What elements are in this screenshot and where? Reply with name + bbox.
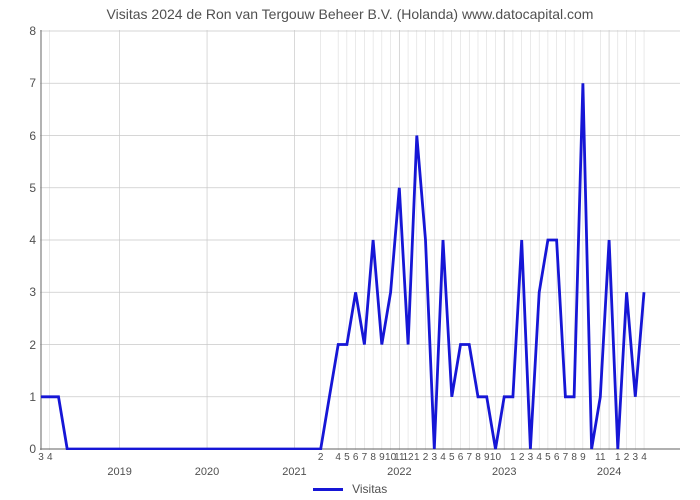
xtick-label: 12 <box>403 452 414 463</box>
ytick-label: 8 <box>16 24 36 38</box>
year-label: 2019 <box>107 466 131 478</box>
ytick-label: 0 <box>16 442 36 456</box>
plot-area <box>40 30 680 450</box>
year-label: 2024 <box>597 466 621 478</box>
year-label: 2023 <box>492 466 516 478</box>
ytick-label: 4 <box>16 233 36 247</box>
xtick-label: 7 <box>563 452 569 463</box>
xtick-label: 9 <box>484 452 490 463</box>
xtick-label: 5 <box>449 452 455 463</box>
year-label: 2022 <box>387 466 411 478</box>
ytick-label: 5 <box>16 181 36 195</box>
xtick-label: 4 <box>47 452 53 463</box>
xtick-label: 8 <box>475 452 481 463</box>
xtick-label: 4 <box>641 452 647 463</box>
chart-title: Visitas 2024 de Ron van Tergouw Beheer B… <box>0 6 700 22</box>
xtick-label: 6 <box>554 452 560 463</box>
xtick-label: 9 <box>379 452 385 463</box>
xtick-label: 3 <box>528 452 534 463</box>
xtick-label: 4 <box>335 452 341 463</box>
xtick-label: 6 <box>458 452 464 463</box>
legend-label: Visitas <box>352 482 387 496</box>
xtick-label: 1 <box>615 452 621 463</box>
xtick-label: 2 <box>318 452 324 463</box>
year-label: 2021 <box>282 466 306 478</box>
xtick-label: 1 <box>510 452 516 463</box>
xtick-label: 4 <box>536 452 542 463</box>
ytick-label: 6 <box>16 129 36 143</box>
xtick-label: 3 <box>633 452 639 463</box>
chart-container: Visitas 2024 de Ron van Tergouw Beheer B… <box>0 0 700 500</box>
ytick-label: 2 <box>16 338 36 352</box>
legend-swatch <box>313 488 343 491</box>
xtick-label: 7 <box>466 452 472 463</box>
year-label: 2020 <box>195 466 219 478</box>
xtick-label: 3 <box>38 452 44 463</box>
xtick-label: 8 <box>571 452 577 463</box>
ytick-label: 3 <box>16 285 36 299</box>
xtick-label: 6 <box>353 452 359 463</box>
xtick-label: 9 <box>580 452 586 463</box>
xtick-label: 2 <box>423 452 429 463</box>
ytick-label: 7 <box>16 76 36 90</box>
xtick-label: 8 <box>370 452 376 463</box>
xtick-label: 2 <box>624 452 630 463</box>
xtick-label: 1 <box>414 452 420 463</box>
legend: Visitas <box>0 482 700 496</box>
xtick-label: 11 <box>595 452 605 463</box>
xtick-label: 3 <box>432 452 438 463</box>
ytick-label: 1 <box>16 390 36 404</box>
xtick-label: 7 <box>362 452 368 463</box>
xtick-label: 5 <box>344 452 350 463</box>
xtick-label: 5 <box>545 452 551 463</box>
xtick-label: 10 <box>490 452 501 463</box>
xtick-label: 4 <box>440 452 446 463</box>
chart-svg <box>40 30 680 450</box>
xtick-label: 2 <box>519 452 525 463</box>
